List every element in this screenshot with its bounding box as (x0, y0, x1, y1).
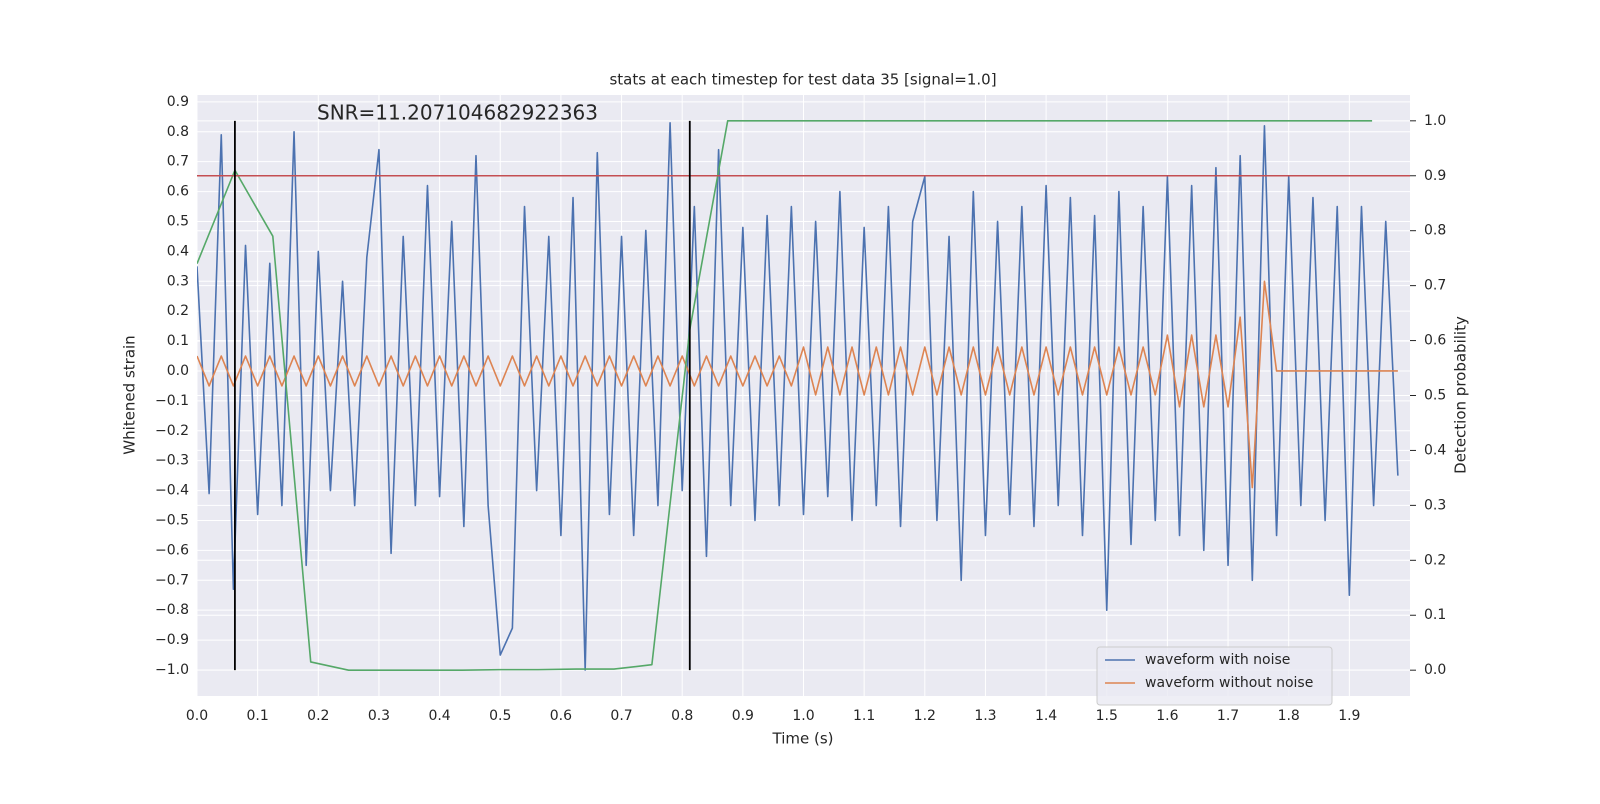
y-tick-label: 0.0 (167, 363, 189, 379)
y-tick-label: −0.4 (155, 483, 189, 499)
y-tick-label: −0.3 (155, 453, 189, 469)
y-tick-label: 0.8 (167, 124, 189, 140)
y-tick-label: 0.7 (167, 154, 189, 170)
x-tick-label: 0.6 (550, 708, 572, 724)
y-tick-label: −0.9 (155, 632, 189, 648)
y2-tick-label: 0.3 (1424, 497, 1446, 513)
grid (196, 95, 1410, 696)
y2-tick-label: 0.5 (1424, 388, 1446, 404)
y2-tick-label: 0.7 (1424, 278, 1446, 294)
annotation: SNR=11.207104682922363 (317, 101, 598, 125)
y2-tick-label: 0.8 (1424, 223, 1446, 239)
ticks: 0.0 0.1 0.2 0.3 0.4 0.5 0.6 0.7 0.8 0.9 1.0 1.1 1.2 1… (155, 94, 1446, 724)
x-tick-label: 1.6 (1156, 708, 1178, 724)
y2-tick-label: 1.0 (1424, 113, 1446, 129)
x-tick-label: 0.8 (671, 708, 693, 724)
y-tick-label: 0.2 (167, 303, 189, 319)
y-tick-label: −0.6 (155, 542, 189, 558)
y-tick-label: −0.7 (155, 572, 189, 588)
y-tick-label: 0.9 (167, 94, 189, 110)
legend-label: waveform with noise (1145, 652, 1290, 668)
y-tick-label: 0.6 (167, 184, 189, 200)
x-tick-label: 1.7 (1217, 708, 1239, 724)
x-tick-label: 1.4 (1035, 708, 1057, 724)
y-tick-label: −0.1 (155, 393, 189, 409)
x-tick-label: 0.5 (489, 708, 511, 724)
x-tick-label: 0.2 (307, 708, 329, 724)
y2-tick-label: 0.9 (1424, 168, 1446, 184)
y2-tick-label: 0.4 (1424, 442, 1446, 458)
y-tick-label: −0.2 (155, 423, 189, 439)
plot-marks (197, 120, 1410, 671)
y2-tick-label: 0.0 (1424, 662, 1446, 678)
y-axis-label: Whitened strain (121, 335, 139, 454)
x-tick-label: 1.3 (974, 708, 996, 724)
x-tick-label: 1.1 (853, 708, 875, 724)
y2-tick-label: 0.2 (1424, 552, 1446, 568)
x-tick-label: 1.9 (1338, 708, 1360, 724)
series-line (197, 120, 1373, 671)
x-tick-label: 0.7 (610, 708, 632, 724)
y-tick-label: 0.5 (167, 213, 189, 229)
x-axis-label: Time (s) (772, 730, 834, 748)
x-tick-label: 1.2 (914, 708, 936, 724)
y2-axis-label: Detection probability (1452, 316, 1470, 474)
y-tick-label: −1.0 (155, 662, 189, 678)
legend-box (1096, 646, 1333, 706)
series-line (197, 280, 1398, 489)
chart-title: stats at each timestep for test data 35 … (609, 71, 996, 89)
y-tick-label: −0.8 (155, 602, 189, 618)
y2-tick-label: 0.6 (1424, 333, 1446, 349)
x-tick-label: 0.3 (368, 708, 390, 724)
y-tick-label: 0.1 (167, 333, 189, 349)
legend-label: waveform without noise (1145, 675, 1313, 691)
y-tick-label: 0.3 (167, 273, 189, 289)
legend: waveform with noise waveform without nois… (1096, 646, 1333, 706)
x-tick-label: 0.1 (247, 708, 269, 724)
x-tick-label: 0.0 (186, 708, 208, 724)
x-tick-label: 1.0 (792, 708, 814, 724)
x-tick-label: 1.5 (1096, 708, 1118, 724)
x-tick-label: 0.4 (428, 708, 450, 724)
x-tick-label: 0.9 (732, 708, 754, 724)
y2-tick-label: 0.1 (1424, 607, 1446, 623)
y-tick-label: 0.4 (167, 243, 189, 259)
y-tick-label: −0.5 (155, 512, 189, 528)
x-tick-label: 1.8 (1278, 708, 1300, 724)
